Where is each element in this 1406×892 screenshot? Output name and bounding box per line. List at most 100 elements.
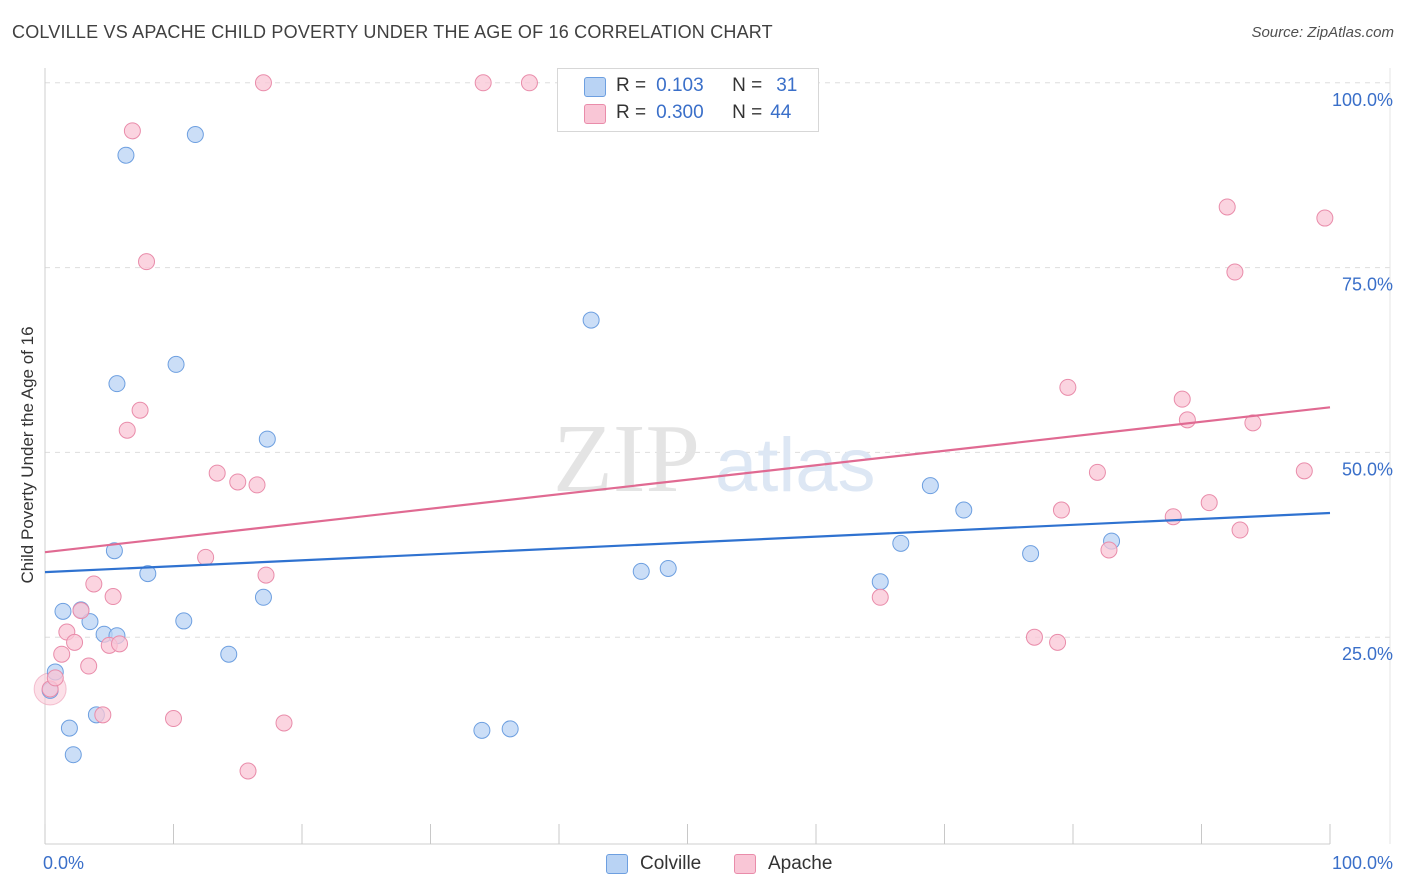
apache-point (165, 710, 182, 728)
x-tick-label: 0.0% (43, 853, 84, 873)
colville-point (955, 501, 973, 519)
n-label: N = (732, 75, 763, 96)
apache-point (80, 657, 98, 675)
n-value: 44 (770, 102, 792, 123)
legend-apache: Apache (734, 852, 832, 876)
r-value: 0.103 (656, 75, 704, 96)
apache-point (197, 548, 215, 566)
colville-point (258, 430, 276, 448)
colville-point (473, 721, 491, 739)
legend-apache-label: Apache (768, 853, 833, 874)
apache-point (46, 669, 64, 687)
apache-point (1025, 628, 1043, 646)
colville-point (501, 720, 519, 738)
apache-point (131, 401, 149, 419)
apache-point (111, 635, 129, 653)
apache-point (118, 421, 136, 439)
colville-point (186, 126, 204, 144)
tick-label-layer: 25.0% 50.0% 75.0% 100.0% 0.0% 100.0% (43, 90, 1393, 873)
y-tick-label: 100.0% (1332, 90, 1393, 110)
y-axis-label: Child Poverty Under the Age of 16 (18, 326, 37, 584)
apache-point (104, 588, 122, 606)
apache-point (94, 706, 112, 724)
apache-point (66, 633, 84, 651)
apache-point (1059, 378, 1077, 396)
stats-row-apache: R = 0.300 N = 44 (616, 100, 791, 126)
apache-point (85, 575, 103, 593)
colville-point (81, 613, 99, 631)
apache-point (1316, 209, 1334, 227)
r-value: 0.300 (656, 102, 704, 123)
colville-point (64, 746, 82, 764)
apache-point (1244, 414, 1262, 432)
colville-point (921, 477, 939, 495)
colville-point (108, 375, 126, 393)
colville-point (254, 588, 272, 606)
colville-point (117, 146, 135, 164)
apache-point (1088, 463, 1106, 481)
apache-point (208, 464, 226, 482)
trend-layer (44, 406, 1331, 574)
y-tick-label: 75.0% (1342, 275, 1393, 295)
apache-point (257, 566, 275, 584)
apache-point (72, 602, 90, 620)
apache-point (1164, 508, 1182, 526)
watermark: ZIP atlas (553, 405, 876, 513)
legend-colville: Colville (606, 852, 701, 876)
x-tick-label: 100.0% (1332, 853, 1393, 873)
apache-point (254, 74, 272, 92)
n-value: 31 (776, 75, 798, 96)
legend-colville-label: Colville (640, 853, 702, 874)
apache-point (1052, 501, 1070, 519)
axis-layer (44, 68, 1391, 845)
apache-point (1295, 462, 1313, 480)
apache-point (1100, 541, 1118, 559)
apache-point (239, 762, 257, 780)
apache-point (1200, 494, 1218, 512)
y-tick-label: 25.0% (1342, 644, 1393, 664)
stats-row-colville: R = 0.103 N = 31 (616, 73, 797, 99)
watermark-zip: ZIP (553, 405, 700, 513)
r-label: R = (616, 102, 647, 123)
colville-trend-line (44, 511, 1331, 574)
legend-colville-swatch (606, 854, 628, 874)
colville-swatch (584, 77, 606, 97)
apache-point (871, 588, 889, 606)
apache-point (275, 714, 293, 732)
apache-point (123, 122, 141, 140)
colville-point (175, 612, 193, 630)
watermark-atlas: atlas (715, 423, 876, 508)
apache-point (1226, 263, 1244, 281)
apache-point (248, 476, 266, 494)
colville-point (139, 565, 157, 583)
apache-point (53, 645, 71, 663)
colville-point (1022, 545, 1040, 563)
apache-point (474, 74, 492, 92)
colville-point (892, 534, 910, 552)
apache-point (520, 74, 538, 92)
r-label: R = (616, 75, 647, 96)
colville-point (54, 602, 72, 620)
apache-swatch (584, 104, 606, 124)
apache-trend-line (44, 406, 1331, 554)
legend-apache-swatch (734, 854, 756, 874)
colville-point (105, 542, 123, 560)
colville-point (871, 573, 889, 591)
apache-point (1173, 390, 1191, 408)
apache-point (138, 253, 156, 271)
n-label: N = (732, 102, 763, 123)
colville-point (632, 562, 650, 580)
chart-title: COLVILLE VS APACHE CHILD POVERTY UNDER T… (12, 22, 773, 42)
grid-layer (45, 82, 1390, 638)
apache-point (1178, 411, 1196, 429)
apache-point (229, 473, 247, 491)
y-tick-label: 50.0% (1342, 459, 1393, 479)
colville-point (220, 645, 238, 663)
apache-point (1049, 633, 1067, 651)
colville-point (60, 719, 78, 737)
apache-point (1218, 198, 1236, 216)
stats-box: R = 0.103 N = 31 R = 0.300 N = 44 (557, 68, 819, 132)
apache-point (1231, 521, 1249, 539)
source-label: Source: ZipAtlas.com (1251, 24, 1394, 41)
